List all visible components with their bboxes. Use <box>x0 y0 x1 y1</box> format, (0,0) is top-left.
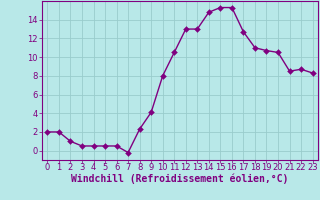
X-axis label: Windchill (Refroidissement éolien,°C): Windchill (Refroidissement éolien,°C) <box>71 174 289 184</box>
